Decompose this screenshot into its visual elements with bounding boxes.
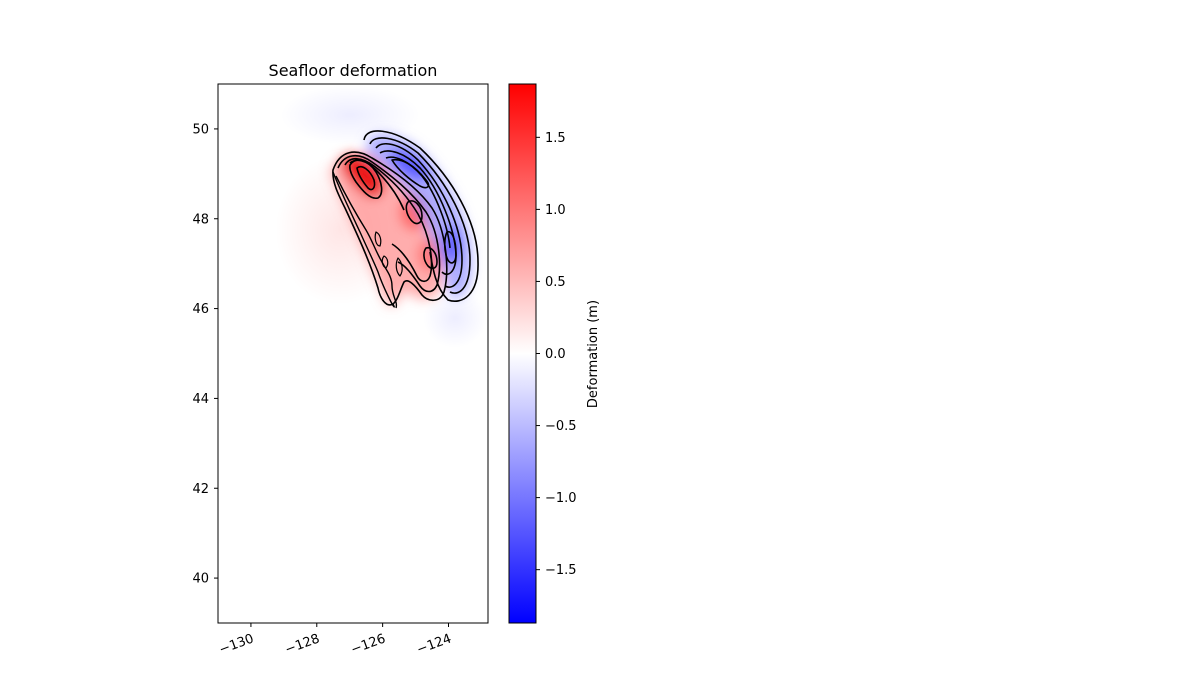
colorbar-tick-label: 0.5 <box>545 275 566 290</box>
y-tick-label: 42 <box>192 482 209 497</box>
contour-uplift-lobe-south <box>423 246 438 270</box>
contour-uplift-peak-north <box>349 159 383 200</box>
contour-uplift-peak-north-inner <box>356 165 376 191</box>
colorbar-tick-label: 1.0 <box>545 203 566 218</box>
y-tick-label: 46 <box>192 302 209 317</box>
contour-subsidence-4 <box>379 150 457 276</box>
far-field-subsidence-halo <box>280 85 420 145</box>
contour-lines <box>332 130 479 309</box>
contour-fringe-pocket-3 <box>395 257 403 277</box>
x-tick-label: −128 <box>283 631 322 657</box>
colorbar-tick-label: −0.5 <box>545 419 577 434</box>
contour-fringe-pocket-2 <box>381 255 389 269</box>
colorbar-tick-label: −1.5 <box>545 563 577 578</box>
contour-subsidence-peak-north <box>391 158 430 189</box>
x-tick-label: −124 <box>415 631 454 657</box>
plot-frame <box>217 83 489 624</box>
y-tick-label: 40 <box>192 572 209 587</box>
contour-fringe-pocket-1 <box>374 231 382 247</box>
y-tick-label: 44 <box>192 392 209 407</box>
y-tick-label: 50 <box>192 122 209 137</box>
contour-uplift-low-level <box>332 171 395 308</box>
y-tick-label: 48 <box>192 212 209 227</box>
colorbar-tick-label: 1.5 <box>545 131 566 146</box>
colorbar-tick-label: 0.0 <box>545 347 566 362</box>
y-axis: 40 42 44 46 48 50 <box>192 122 218 587</box>
colorbar-tick-label: −1.0 <box>545 491 577 506</box>
contour-subsidence-3 <box>375 143 463 288</box>
x-tick-label: −130 <box>217 631 256 657</box>
x-tick-label: −126 <box>349 631 388 657</box>
contour-uplift-3 <box>344 157 433 283</box>
chart-title: Seafloor deformation <box>269 61 438 80</box>
contour-uplift-2 <box>337 155 441 293</box>
colorbar: −1.5 −1.0 −0.5 0.0 0.5 1.0 1.5 Deformation (m) <box>508 83 601 624</box>
contour-uplift-outer <box>332 151 448 306</box>
x-axis: −130 −128 −126 −124 <box>217 623 454 658</box>
far-field-subsidence-halo-south <box>423 288 487 348</box>
plot-area <box>218 84 488 623</box>
colorbar-gradient <box>508 83 537 624</box>
contour-subsidence-2 <box>369 137 471 294</box>
colorbar-label: Deformation (m) <box>586 300 601 408</box>
contour-uplift-lobe-central <box>405 200 423 225</box>
colorbar-ticks: −1.5 −1.0 −0.5 0.0 0.5 1.0 1.5 <box>536 131 577 578</box>
